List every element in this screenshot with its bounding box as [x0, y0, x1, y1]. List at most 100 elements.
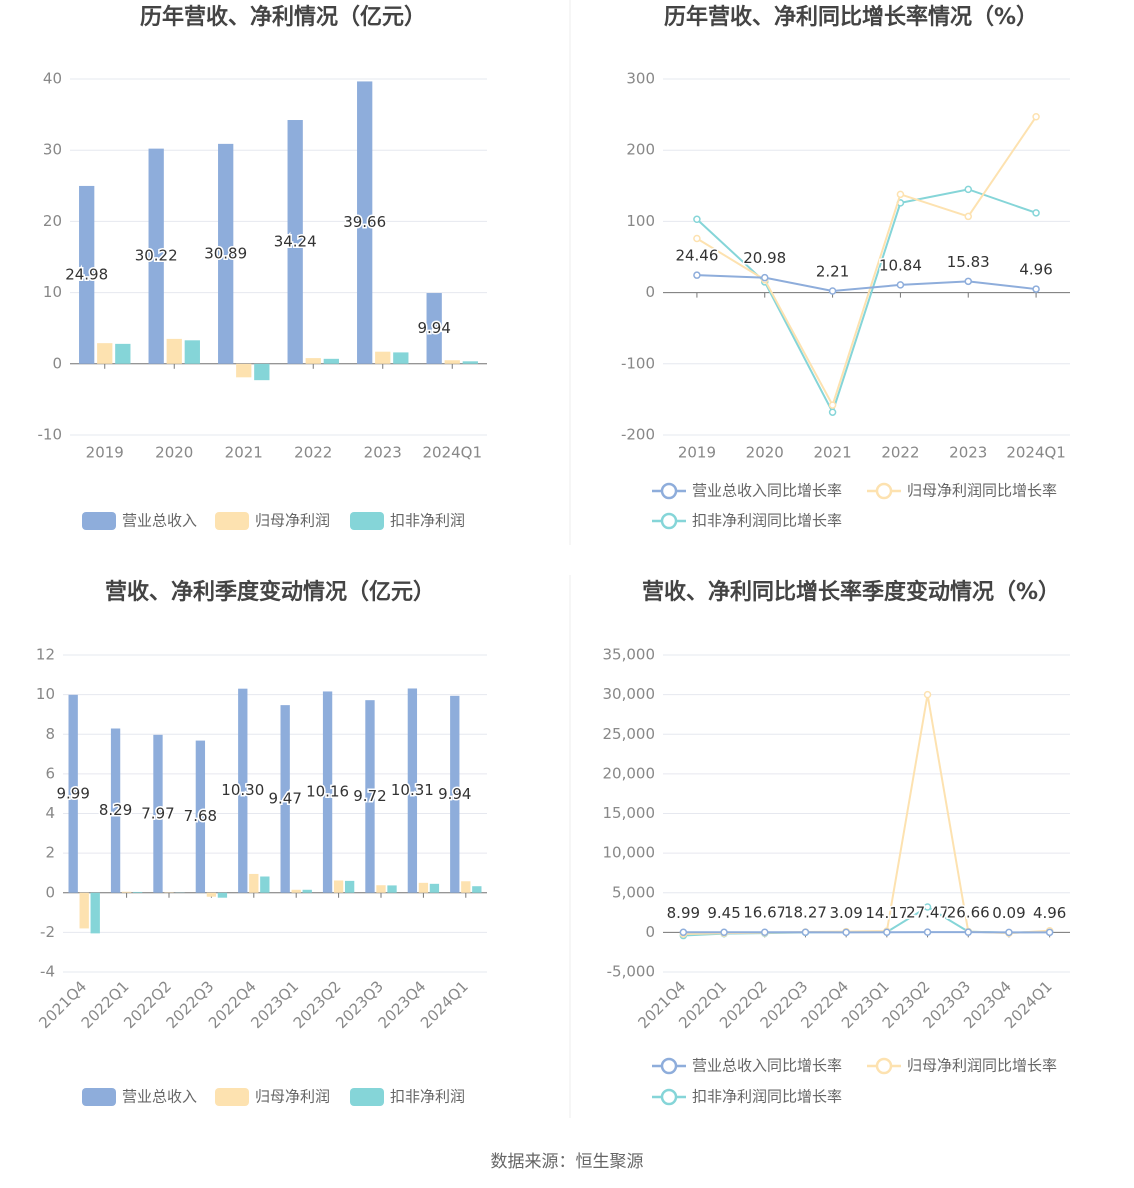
bar — [238, 688, 248, 893]
bar — [305, 358, 321, 364]
chart: 营收、净利季度变动情况（亿元）-4-20246810122021Q42022Q1… — [35, 579, 487, 1106]
bar — [407, 688, 418, 893]
legend-label[interactable]: 归母净利润同比增长率 — [907, 482, 1057, 500]
point — [828, 287, 837, 295]
data-label: 10.31 — [391, 781, 434, 799]
y-tick-label: 20 — [43, 212, 62, 230]
bar — [376, 885, 386, 893]
bar — [90, 892, 100, 934]
y-tick-label: -5,000 — [607, 963, 655, 981]
x-tick-label: 2021 — [813, 444, 851, 462]
legend-swatch — [215, 1088, 249, 1106]
bar — [461, 881, 471, 893]
bar — [426, 293, 442, 364]
legend-label[interactable]: 营业总收入同比增长率 — [692, 1057, 842, 1075]
data-label: 14.17 — [865, 904, 908, 922]
data-label: 24.98 — [65, 265, 108, 283]
bar — [148, 148, 164, 364]
data-label: 24.46 — [675, 247, 718, 265]
data-label: 26.66 — [947, 904, 990, 922]
bar — [218, 143, 234, 364]
bar — [254, 363, 270, 381]
y-tick-label: 30 — [43, 141, 62, 159]
bar — [333, 880, 344, 893]
data-label: 9.72 — [353, 787, 386, 805]
y-tick-label: -100 — [621, 354, 655, 372]
bar — [97, 343, 113, 364]
data-label: 30.22 — [135, 247, 178, 265]
bar — [121, 891, 132, 893]
bar — [344, 880, 355, 893]
y-tick-label: 20,000 — [603, 764, 656, 782]
point — [1032, 112, 1040, 121]
y-tick-label: -4 — [40, 963, 55, 981]
legend-swatch — [660, 1088, 678, 1106]
point — [1005, 928, 1013, 937]
point — [964, 212, 972, 221]
y-tick-label: 10 — [43, 283, 62, 301]
legend-label[interactable]: 营业总收入同比增长率 — [692, 482, 842, 500]
chart-title: 历年营收、净利情况（亿元） — [140, 4, 426, 30]
legend-swatch — [82, 512, 116, 530]
y-tick-label: 6 — [45, 764, 55, 782]
data-label: 7.97 — [141, 804, 174, 822]
x-tick-label: 2024Q1 — [1006, 444, 1066, 462]
bar — [472, 886, 482, 893]
y-tick-label: 35,000 — [603, 646, 656, 664]
legend-swatch — [82, 1088, 116, 1106]
point — [883, 928, 891, 937]
legend-label[interactable]: 归母净利润同比增长率 — [907, 1057, 1057, 1075]
bar — [79, 185, 95, 364]
legend-swatch — [660, 512, 678, 530]
data-label: 3.09 — [829, 904, 862, 922]
point — [693, 234, 701, 243]
y-tick-label: 15,000 — [603, 804, 656, 822]
legend-label[interactable]: 扣非净利润同比增长率 — [692, 512, 842, 530]
point — [923, 903, 932, 911]
bar — [236, 363, 252, 378]
data-label: 8.29 — [99, 801, 132, 819]
bar — [387, 885, 397, 893]
x-tick-label: 2019 — [86, 444, 124, 462]
bar — [322, 691, 333, 893]
legend-label[interactable]: 营业总收入 — [122, 512, 197, 530]
point — [896, 281, 905, 289]
bar — [280, 705, 290, 893]
data-label: 16.67 — [743, 904, 786, 922]
bar — [153, 734, 163, 893]
y-tick-label: 0 — [45, 883, 55, 901]
point — [964, 277, 972, 286]
legend-label[interactable]: 营业总收入 — [122, 1088, 197, 1106]
chart-title: 营收、净利同比增长率季度变动情况（%） — [642, 579, 1060, 605]
point — [761, 928, 769, 936]
line — [683, 694, 1050, 935]
bar — [323, 358, 339, 364]
legend-label[interactable]: 归母净利润 — [255, 1088, 330, 1106]
legend-label[interactable]: 扣非净利润 — [390, 512, 465, 530]
legend-label[interactable]: 扣非净利润 — [390, 1088, 465, 1106]
bar — [393, 352, 409, 364]
y-tick-label: -2 — [40, 923, 55, 941]
chart-title: 营收、净利季度变动情况（亿元） — [105, 579, 435, 605]
x-tick-label: 2022 — [881, 444, 919, 462]
bar — [287, 120, 303, 364]
data-label: 7.68 — [184, 807, 217, 825]
legend-swatch — [660, 1057, 678, 1075]
legend-swatch — [660, 482, 678, 500]
data-label: 8.99 — [667, 904, 700, 922]
bar — [365, 700, 375, 893]
bar — [68, 694, 78, 893]
y-tick-label: 300 — [626, 70, 655, 88]
bar — [444, 360, 460, 364]
data-label: 10.16 — [306, 783, 349, 801]
bar — [195, 740, 206, 893]
x-tick-label: 2023 — [364, 444, 402, 462]
data-label: 30.89 — [204, 244, 247, 262]
point — [693, 215, 701, 224]
legend-label[interactable]: 扣非净利润同比增长率 — [692, 1088, 842, 1106]
legend-swatch — [875, 1057, 893, 1075]
bar — [249, 873, 259, 893]
data-label: 9.47 — [268, 789, 301, 807]
point — [923, 690, 932, 699]
legend-label[interactable]: 归母净利润 — [255, 512, 330, 530]
